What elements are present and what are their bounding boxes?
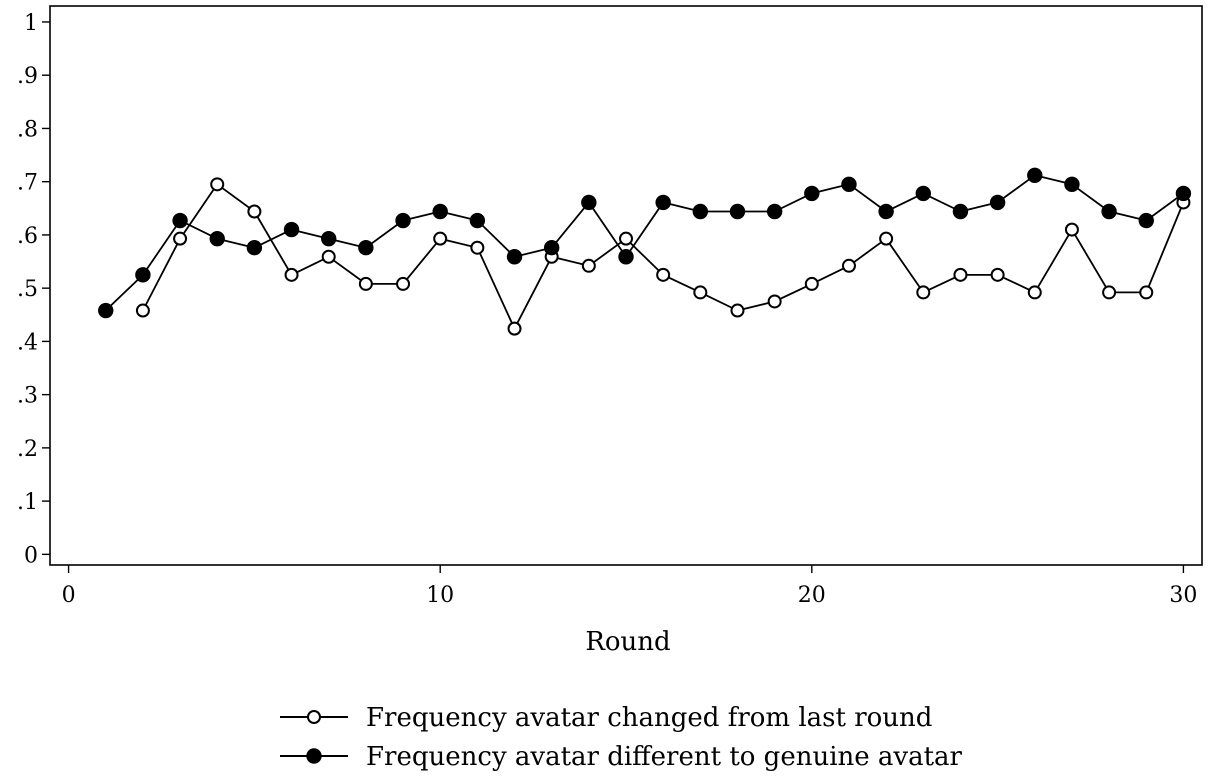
data-point-hollow xyxy=(210,177,225,192)
data-point-hollow xyxy=(396,276,411,291)
data-point-filled xyxy=(1027,167,1043,183)
y-tick-label: .5 xyxy=(17,277,38,302)
data-point-hollow xyxy=(1064,222,1079,237)
y-tick-label: .4 xyxy=(17,330,38,355)
data-point-hollow xyxy=(619,231,633,246)
x-tick-label: 0 xyxy=(62,583,76,608)
data-point-filled xyxy=(283,221,300,238)
data-point-hollow xyxy=(879,231,894,246)
data-point-hollow xyxy=(321,249,336,264)
data-point-hollow xyxy=(470,240,485,255)
data-point-hollow xyxy=(135,303,150,318)
data-point-filled xyxy=(878,203,894,220)
y-tick-label: .9 xyxy=(17,64,38,89)
data-point-filled xyxy=(952,203,969,220)
data-point-hollow xyxy=(990,267,1005,282)
data-point-filled xyxy=(581,194,597,211)
data-point-hollow xyxy=(1027,285,1042,300)
data-point-hollow xyxy=(730,303,745,318)
legend-label-1: Frequency avatar changed from last round xyxy=(366,703,932,733)
y-tick-label: .8 xyxy=(17,117,38,142)
data-point-filled xyxy=(358,240,374,256)
data-point-filled xyxy=(543,240,560,256)
data-point-filled xyxy=(766,203,783,220)
data-point-filled xyxy=(692,203,709,220)
data-point-hollow xyxy=(1102,285,1117,300)
legend-marker-hollow xyxy=(307,710,321,724)
data-point-filled xyxy=(655,194,671,211)
x-axis-title: Round xyxy=(585,627,670,657)
data-point-hollow xyxy=(916,285,931,300)
data-point-filled xyxy=(729,203,746,220)
data-point-filled xyxy=(135,267,151,283)
data-point-hollow xyxy=(1139,285,1154,300)
data-point-filled xyxy=(1064,176,1080,193)
data-point-filled xyxy=(1101,203,1117,220)
data-point-hollow xyxy=(841,258,856,273)
y-tick-label: .7 xyxy=(17,171,38,196)
data-point-hollow xyxy=(507,321,522,336)
legend-marker-filled xyxy=(306,748,322,764)
data-point-hollow xyxy=(656,267,671,282)
data-point-hollow xyxy=(581,258,596,273)
y-tick-label: .6 xyxy=(17,224,38,249)
data-point-filled xyxy=(804,185,820,202)
data-point-filled xyxy=(618,249,634,265)
data-point-hollow xyxy=(284,267,299,282)
data-point-hollow xyxy=(953,267,968,282)
data-point-hollow xyxy=(804,276,819,291)
data-point-filled xyxy=(246,240,263,256)
plot-area-border xyxy=(49,5,1203,566)
y-tick-label: 1 xyxy=(24,11,38,36)
legend-label-2: Frequency avatar different to genuine av… xyxy=(366,742,963,772)
x-tick-label: 30 xyxy=(1169,583,1197,608)
data-point-hollow xyxy=(433,231,448,246)
data-point-filled xyxy=(989,194,1006,211)
data-point-filled xyxy=(395,212,411,229)
data-point-filled xyxy=(469,212,486,229)
data-point-filled xyxy=(506,249,523,265)
data-point-filled xyxy=(209,230,225,247)
data-point-filled xyxy=(915,185,931,202)
data-point-filled xyxy=(172,212,188,229)
data-point-hollow xyxy=(247,204,262,219)
data-point-filled xyxy=(321,230,337,247)
x-tick-label: 10 xyxy=(426,583,454,608)
y-tick-label: .3 xyxy=(17,384,38,409)
legend: Frequency avatar changed from last round… xyxy=(280,703,963,772)
data-point-filled xyxy=(1175,185,1192,202)
y-tick-label: .2 xyxy=(17,437,38,462)
data-point-hollow xyxy=(693,285,708,300)
data-point-hollow xyxy=(767,294,782,309)
y-tick-label: 0 xyxy=(24,543,38,568)
data-point-filled xyxy=(841,176,857,193)
y-tick-label: .1 xyxy=(17,490,38,515)
data-point-hollow xyxy=(358,276,373,291)
series-line-2 xyxy=(105,174,1184,312)
data-point-filled xyxy=(432,203,448,220)
data-point-filled xyxy=(98,302,114,319)
data-point-filled xyxy=(1138,212,1154,229)
x-tick-label: 20 xyxy=(798,583,826,608)
data-point-hollow xyxy=(173,231,188,246)
